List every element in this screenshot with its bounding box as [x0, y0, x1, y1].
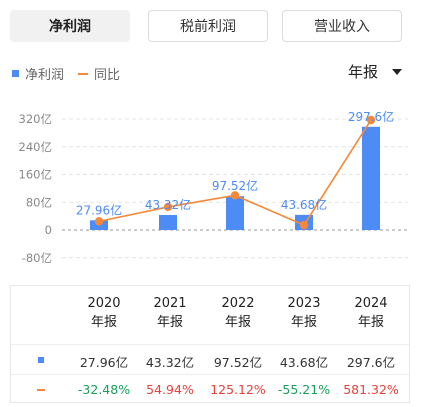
y-tick-label: 80亿	[26, 195, 52, 209]
table-header-cell: 2023 年报	[287, 296, 321, 330]
y-tick-label: -80亿	[22, 251, 52, 265]
chart-legend: 净利润 同比	[12, 64, 120, 83]
bar-data-label: 43.32亿	[145, 197, 191, 212]
table-row-yoy: -32.48% 54.94% 125.12% -55.21% 581.32%	[11, 374, 409, 405]
table-cell: 43.68亿	[279, 355, 329, 370]
yoy-point	[163, 202, 173, 212]
table-cell: 297.6亿	[346, 355, 396, 370]
tab-revenue[interactable]: 营业收入	[282, 10, 402, 42]
table-cell: 125.12%	[210, 382, 266, 397]
legend-bar-label[interactable]: 净利润	[25, 68, 65, 83]
bar-data-label: 27.96亿	[76, 202, 122, 217]
y-tick-label: 160亿	[19, 168, 52, 182]
period-selector-value: 年报	[348, 63, 379, 81]
table-header-row: 2020 年报 2021 年报 2022 年报 2023 年报 2024 年报	[11, 286, 409, 342]
yoy-point	[366, 115, 376, 125]
bar-data-label: 43.68亿	[281, 197, 327, 212]
table-cell: -32.48%	[77, 382, 131, 397]
yoy-point	[299, 220, 309, 230]
bar	[159, 214, 177, 230]
y-tick-label: 240亿	[19, 140, 52, 154]
table-header-cell: 2020 年报	[87, 296, 121, 330]
table-cell: 27.96亿	[79, 355, 129, 370]
yoy-point	[230, 191, 240, 200]
caret-down-icon	[392, 68, 403, 75]
tab-pretax-profit[interactable]: 税前利润	[148, 10, 268, 42]
tab-net-profit[interactable]: 净利润	[10, 10, 130, 42]
y-tick-label: 0	[45, 223, 52, 237]
table-cell: 581.32%	[343, 382, 399, 397]
line-series-marker	[37, 389, 45, 391]
metric-tabs: 净利润 税前利润 营业收入	[10, 10, 410, 44]
bar	[226, 196, 244, 230]
legend-line-label[interactable]: 同比	[94, 68, 121, 83]
y-tick-label: 320亿	[19, 112, 52, 126]
table-cell: 43.32亿	[145, 355, 195, 370]
period-selector[interactable]: 年报	[348, 61, 403, 82]
table-cell: 97.52亿	[213, 355, 263, 370]
table-header-cell: 2021 年报	[153, 296, 187, 330]
table-row-net-profit: 27.96亿 43.32亿 97.52亿 43.68亿 297.6亿	[11, 344, 409, 375]
table-cell: 54.94%	[146, 382, 194, 397]
bar-series-marker	[38, 357, 44, 363]
bar-data-label: 297.6亿	[348, 109, 394, 124]
yoy-point	[94, 217, 104, 226]
bar	[362, 126, 380, 230]
legend-line-marker	[78, 72, 89, 75]
table-cell: -55.21%	[277, 382, 331, 397]
table-header-cell: 2024 年报	[354, 296, 388, 330]
data-table: 2020 年报 2021 年报 2022 年报 2023 年报 2024 年报 …	[10, 285, 410, 403]
legend-bar-marker	[12, 70, 19, 77]
net-profit-chart: 320亿 240亿 160亿 80亿 0 -80亿 27.96亿 43.32亿 97.52亿 43…	[19, 109, 408, 265]
bar-data-label: 97.52亿	[212, 178, 258, 193]
table-header-cell: 2022 年报	[221, 296, 255, 330]
